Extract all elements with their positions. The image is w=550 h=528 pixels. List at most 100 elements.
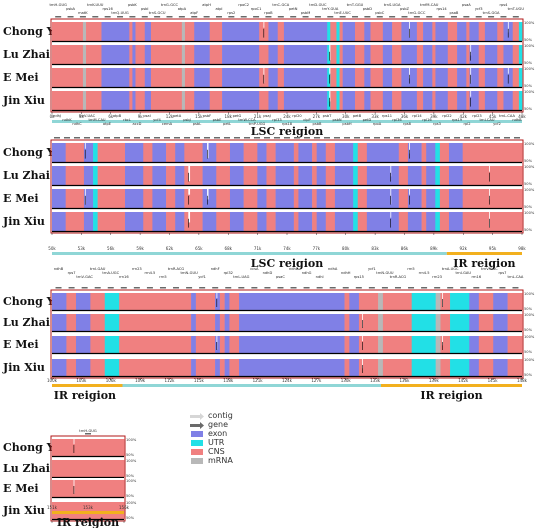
gene-label: psbT — [323, 114, 332, 118]
conservation-segment — [101, 91, 130, 110]
axis-ticks: 0k 3k 6k 9k 12k 15k 18k 21k 24k 27k 30k 33k 36k 39k 42… — [50, 112, 526, 119]
conservation-segment — [86, 91, 102, 110]
conservation-segment — [86, 45, 102, 64]
conservation-segment — [66, 359, 77, 376]
conservation-segment — [215, 336, 221, 353]
tick-label: 109k — [135, 378, 146, 383]
gene-label: ndhB — [54, 267, 64, 271]
gene-arrow — [214, 137, 220, 139]
identity-50-label: 50% — [524, 61, 533, 65]
conservation-segment — [493, 336, 508, 353]
gene-arrow — [438, 16, 445, 18]
tick-label: 89k — [430, 246, 438, 251]
gene-label: trnY-GUA — [322, 7, 339, 11]
gene-arrow — [254, 137, 260, 139]
conservation-segment — [423, 68, 433, 87]
utr-swatch — [191, 440, 203, 446]
conservation-segment — [275, 166, 295, 185]
gene-arrow — [484, 137, 490, 139]
conservation-segment — [83, 166, 94, 185]
legend-label: exon — [208, 429, 227, 438]
gene-label: rrn23 — [432, 275, 442, 279]
gene-arrow — [324, 137, 330, 139]
tick-label: 59k — [136, 246, 144, 251]
conservation-segment — [52, 480, 125, 497]
gene-arrow — [401, 16, 408, 18]
conservation-segment — [478, 336, 494, 353]
conservation-segment — [316, 166, 327, 185]
conservation-segment — [330, 68, 337, 87]
conservation-segment — [484, 91, 498, 110]
conservation-segment — [416, 22, 424, 41]
conservation-segment — [144, 91, 152, 110]
gene-label: psaI — [143, 114, 150, 118]
tick-label: 30k — [342, 114, 350, 119]
divergence-mark — [390, 218, 391, 228]
gene-label: trnI-GAU — [456, 271, 472, 275]
gene-arrow — [174, 137, 180, 139]
conservation-segment — [462, 143, 523, 162]
gene-arrow — [364, 137, 370, 139]
gene-arrow — [434, 137, 440, 139]
conservation-segment — [382, 91, 393, 110]
conservation-segment — [184, 22, 195, 41]
conservation-segment — [184, 212, 203, 231]
divergence-mark — [207, 149, 208, 159]
conservation-segment — [366, 166, 400, 185]
identity-50-label: 50% — [524, 328, 533, 332]
gene-label: rps14 — [436, 7, 447, 11]
identity-50-label: 50% — [524, 228, 533, 232]
conservation-segment — [191, 336, 197, 353]
gene-arrow — [381, 287, 388, 289]
conservation-segment — [222, 22, 260, 41]
conservation-segment — [229, 189, 244, 208]
conservation-segment — [229, 293, 240, 310]
gene-arrow — [376, 16, 383, 18]
gene-label: ccsA — [250, 267, 259, 271]
conservation-segment — [344, 336, 350, 353]
legend-item: gene — [190, 420, 228, 429]
conservation-segment — [457, 22, 467, 41]
conservation-segment — [507, 336, 523, 353]
gene-arrow — [154, 16, 161, 18]
conservation-segment — [293, 143, 299, 162]
sample-row: Chong Yi 100% 50% — [3, 291, 535, 312]
identity-50-label: 50% — [524, 350, 533, 354]
divergence-mark — [442, 342, 443, 350]
conservation-segment — [266, 212, 276, 231]
axis-ticks: 151k 153k 156k — [47, 505, 130, 523]
conservation-segment — [439, 166, 450, 185]
gene-arrow — [173, 287, 180, 289]
conservation-segment — [435, 189, 441, 208]
conservation-segment — [184, 143, 203, 162]
conservation-segment — [407, 143, 422, 162]
gene-label: trnV-GAC — [481, 267, 498, 271]
conservation-segment — [378, 314, 384, 331]
conservation-segment — [353, 166, 359, 185]
conservation-segment — [219, 336, 225, 353]
legend-item: contig — [190, 411, 233, 420]
conservation-segment — [448, 143, 463, 162]
gene-label: psbF — [203, 114, 212, 118]
conservation-segment — [507, 293, 523, 310]
gene-arrow — [94, 137, 100, 139]
gene-arrow — [253, 16, 260, 18]
gene-arrow — [290, 16, 297, 18]
gene-arrow — [141, 16, 148, 18]
gene-label: rpl14 — [412, 114, 422, 118]
conservation-segment — [411, 293, 436, 310]
conservation-segment — [194, 91, 210, 110]
conservation-segment — [202, 189, 217, 208]
conservation-segment — [447, 68, 458, 87]
gene-arrow — [444, 137, 450, 139]
gene-label: rps16 — [103, 7, 114, 11]
conservation-segment — [132, 91, 136, 110]
conservation-segment — [358, 336, 379, 353]
identity-100-label: 100% — [524, 358, 535, 362]
region-bar — [52, 120, 522, 123]
conservation-segment — [334, 189, 354, 208]
conservation-segment — [259, 45, 269, 64]
gene-arrow-icon — [190, 422, 204, 429]
identity-50-label: 50% — [524, 107, 533, 111]
gene-label: psbM — [301, 11, 311, 15]
